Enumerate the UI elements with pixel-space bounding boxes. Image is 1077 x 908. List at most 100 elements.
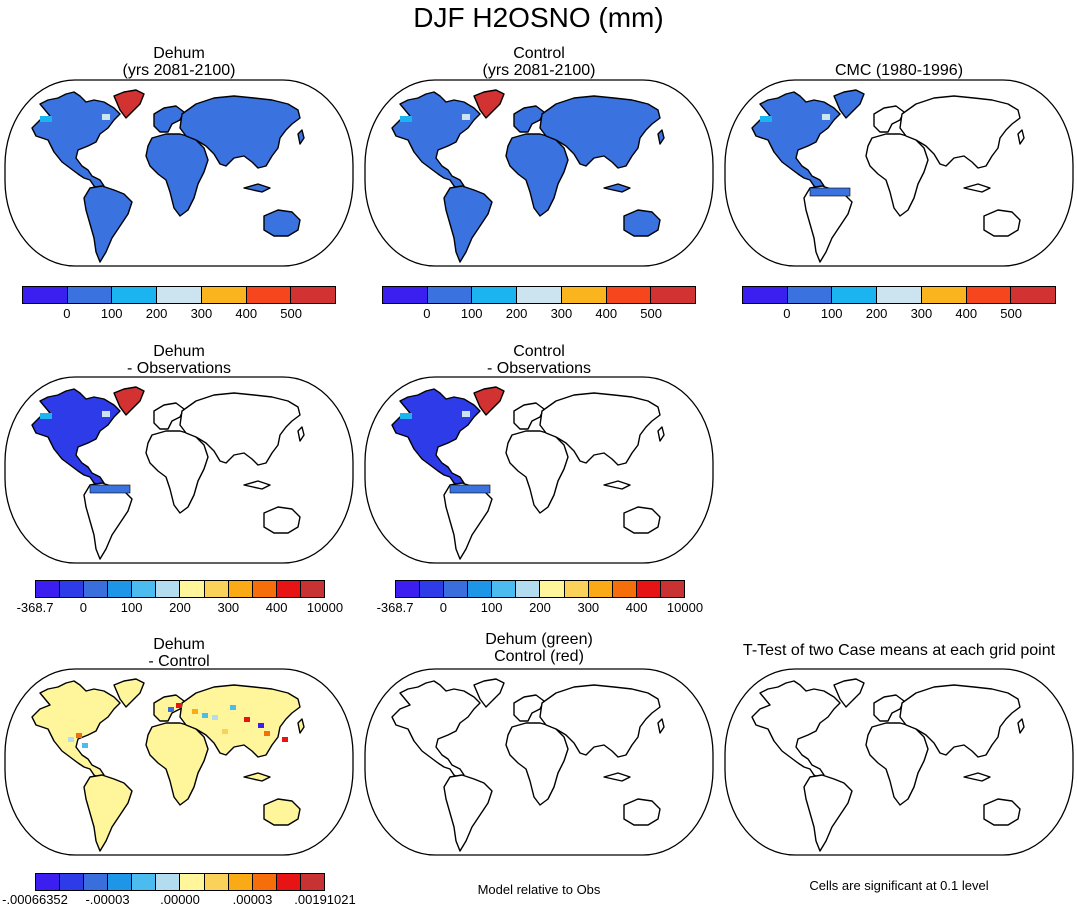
panel-title-cmc: CMC (1980-1996) bbox=[724, 62, 1074, 79]
map-clip-group bbox=[31, 89, 305, 263]
continent-indonesia bbox=[243, 183, 271, 193]
panel-title-line2: - Observations bbox=[486, 360, 592, 377]
colorbar-labels-dehum: 0 100 200 300 400 500 bbox=[22, 306, 336, 322]
continent-japan bbox=[297, 426, 305, 442]
colorbar-segment bbox=[180, 874, 205, 890]
colorbar-segment bbox=[157, 287, 202, 303]
panel-title-line1: Dehum bbox=[153, 636, 205, 653]
continent-australia bbox=[623, 798, 661, 826]
continent-indonesia bbox=[963, 183, 991, 193]
continent-northAmerica bbox=[751, 680, 841, 780]
colorbar-tick-label: 200 bbox=[145, 306, 168, 321]
continent-asia bbox=[179, 95, 301, 169]
colorbar-segment bbox=[660, 581, 684, 597]
colorbar-segment bbox=[636, 581, 661, 597]
continent-australia bbox=[983, 798, 1021, 826]
colorbar-tick-label: 100 bbox=[100, 306, 123, 321]
colorbar-segment bbox=[60, 581, 85, 597]
map-clip-group bbox=[391, 386, 665, 560]
continent-southAmerica bbox=[83, 185, 133, 263]
colorbar-tick-label: 500 bbox=[280, 306, 302, 321]
colorbar-segment bbox=[300, 581, 324, 597]
continent-asia bbox=[899, 95, 1021, 169]
colorbar-segment bbox=[276, 581, 301, 597]
colorbar-labels-cmc: 0 100 200 300 400 500 bbox=[742, 306, 1056, 322]
continent-greenland bbox=[473, 678, 505, 708]
panel-title-line2: - Observations bbox=[126, 360, 232, 377]
continent-southAmerica bbox=[83, 774, 133, 852]
continent-northAmerica bbox=[31, 91, 121, 191]
continent-japan bbox=[657, 129, 665, 145]
colorbar-control bbox=[382, 286, 696, 304]
arctic-shade bbox=[462, 411, 470, 417]
panel-title-line2: - Control bbox=[148, 653, 210, 670]
continent-greenland bbox=[833, 89, 865, 119]
colorbar-segment bbox=[60, 874, 85, 890]
colorbar-tick-label: 400 bbox=[265, 600, 288, 615]
colorbar-segment bbox=[832, 287, 878, 303]
colorbar-tick-label: 400 bbox=[625, 600, 648, 615]
continent-europe bbox=[873, 694, 905, 722]
continent-europe bbox=[153, 402, 185, 430]
colorbar-segment bbox=[36, 874, 61, 890]
colorbar-segment bbox=[276, 874, 301, 890]
colorbar-segment bbox=[112, 287, 158, 303]
colorbar-segment bbox=[420, 581, 445, 597]
continent-australia bbox=[623, 209, 661, 237]
colorbar-tick-label: 300 bbox=[550, 306, 573, 321]
colorbar-segment bbox=[252, 581, 277, 597]
colorbar-segment bbox=[492, 581, 517, 597]
colorbar-tick-label: -368.7 bbox=[16, 600, 54, 615]
colorbar-tick-label: 100 bbox=[480, 600, 503, 615]
continent-australia bbox=[263, 209, 301, 237]
colorbar-segment bbox=[108, 874, 133, 890]
continent-asia bbox=[539, 95, 661, 169]
diff-cell bbox=[282, 737, 288, 742]
colorbar-segment bbox=[204, 581, 229, 597]
colorbar-tick-label: 10000 bbox=[306, 600, 344, 615]
alaska-shade bbox=[400, 116, 412, 122]
arctic-shade bbox=[102, 114, 110, 120]
map-dehum-obs bbox=[4, 376, 354, 564]
colorbar-segment bbox=[612, 581, 637, 597]
colorbar-dehum-obs bbox=[35, 580, 325, 598]
colorbar-segment bbox=[383, 287, 428, 303]
map-clip-group bbox=[31, 678, 305, 852]
colorbar-segment bbox=[921, 287, 967, 303]
colorbar-tick-label: 0 bbox=[423, 306, 431, 321]
map-frame bbox=[4, 79, 354, 267]
land-group bbox=[751, 89, 1025, 263]
continent-africa bbox=[505, 133, 569, 217]
alaska-shade bbox=[40, 413, 52, 419]
land-group bbox=[31, 678, 305, 852]
map-frame bbox=[724, 79, 1074, 267]
map-frame bbox=[724, 668, 1074, 856]
continent-africa bbox=[865, 722, 929, 806]
land-group bbox=[751, 678, 1025, 852]
colorbar-tick-label: 100 bbox=[820, 306, 843, 321]
colorbar-tick-label: -.00066352 bbox=[2, 892, 68, 907]
colorbar-segment bbox=[246, 287, 292, 303]
continent-europe bbox=[513, 694, 545, 722]
panel-title-dehum-control: Dehum - Control bbox=[4, 636, 354, 670]
panel-title-line1: Control bbox=[513, 45, 565, 62]
colorbar-segment bbox=[132, 581, 157, 597]
colorbar-segment bbox=[787, 287, 833, 303]
colorbar-segment bbox=[291, 287, 336, 303]
continent-australia bbox=[263, 506, 301, 534]
land-group bbox=[31, 386, 305, 560]
diff-cell bbox=[76, 733, 82, 738]
map-clip-group bbox=[751, 89, 1025, 263]
diff-cell bbox=[230, 705, 236, 710]
colorbar-segment bbox=[180, 581, 205, 597]
land-group bbox=[391, 386, 665, 560]
map-clip-group bbox=[751, 678, 1025, 852]
continent-northAmerica bbox=[31, 680, 121, 780]
continent-northAmerica bbox=[391, 91, 481, 191]
alaska-shade bbox=[400, 413, 412, 419]
continent-northAmerica bbox=[751, 91, 841, 191]
continent-europe bbox=[513, 105, 545, 133]
colorbar-labels-dehum-control: -.00066352 -.00003 .00000 .00003 .00191021 bbox=[2, 892, 356, 908]
colorbar-tick-label: 400 bbox=[235, 306, 258, 321]
colorbar-tick-label: 500 bbox=[640, 306, 662, 321]
